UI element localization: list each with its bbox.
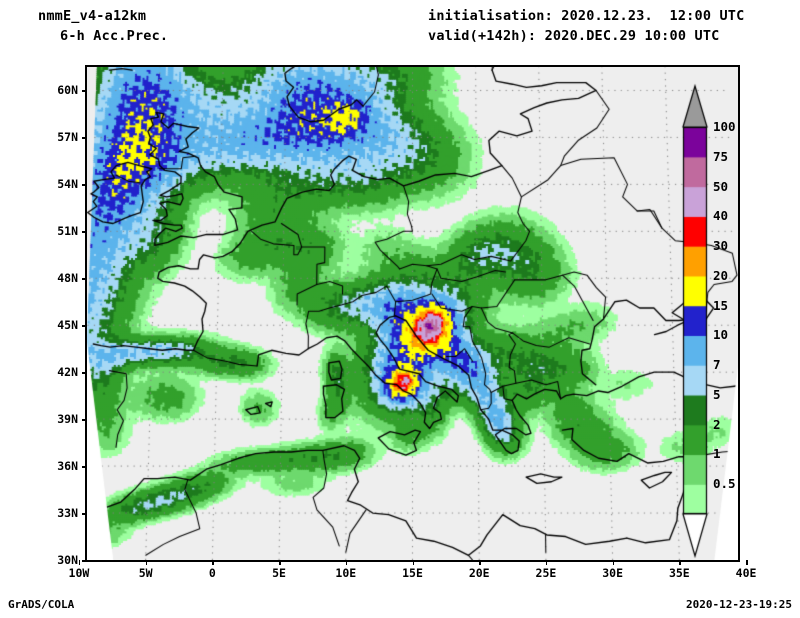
model-name: nmmE_v4-a12km — [38, 8, 147, 24]
lon-tick-label: 20E — [468, 566, 490, 580]
lat-tick — [82, 466, 87, 468]
precipitation-map — [87, 67, 738, 560]
lat-tick-label: 48N — [57, 271, 78, 286]
lon-tick — [612, 560, 615, 565]
colorbar-tick-label: 15 — [713, 297, 729, 313]
lon-tick — [479, 560, 481, 565]
lon-tick — [279, 560, 281, 565]
lon-tick-label: 10E — [335, 566, 357, 580]
colorbar-tick-label: 10 — [713, 327, 729, 343]
colorbar-tick-label: 75 — [713, 148, 729, 164]
lon-tick — [145, 560, 148, 565]
lon-tick-label: 0 — [208, 566, 216, 580]
lat-tick-label: 51N — [57, 224, 78, 239]
lon-tick-label: 25E — [535, 566, 557, 580]
lat-tick — [82, 372, 87, 374]
lat-tick — [82, 137, 87, 139]
colorbar-tick-label: 0.5 — [713, 476, 736, 492]
lat-tick-label: 39N — [57, 412, 78, 427]
lon-tick-label: 40E — [735, 566, 757, 580]
lon-tick — [746, 560, 748, 565]
colorbar-tick-label: 40 — [713, 208, 729, 224]
colorbar-tick-label: 1 — [713, 446, 721, 462]
lon-tick-label: 30E — [602, 566, 624, 580]
lat-tick — [82, 231, 87, 233]
lon-tick — [412, 560, 414, 565]
credit-label: GrADS/COLA — [8, 598, 75, 611]
colorbar-tick-label: 7 — [713, 357, 721, 373]
lon-tick — [345, 560, 348, 565]
lat-tick — [82, 560, 87, 562]
colorbar-tick-label: 20 — [713, 267, 729, 283]
lat-tick-label: 45N — [57, 318, 78, 333]
initialisation-time: initialisation: 2020.12.23. 12:00 UTC — [428, 8, 745, 24]
colorbar-swatches — [680, 72, 740, 572]
lon-tick-label: 15E — [402, 566, 423, 580]
lat-tick-label: 42N — [57, 365, 78, 380]
lat-tick — [82, 278, 87, 280]
colorbar-tick-label: 2 — [713, 416, 721, 432]
render-timestamp: 2020-12-23-19:25 — [686, 598, 792, 611]
lat-tick-label: 60N — [57, 83, 78, 98]
map-plot-area — [85, 65, 740, 562]
lon-tick-label: 10W — [68, 566, 90, 580]
lon-tick — [212, 560, 214, 565]
colorbar-tick-label: 5 — [713, 386, 721, 402]
colorbar-tick-label: 30 — [713, 238, 729, 254]
lat-tick — [82, 90, 87, 92]
lon-tick-label: 5E — [272, 566, 286, 580]
lat-tick-label: 36N — [57, 459, 78, 474]
lon-tick — [78, 560, 81, 565]
lon-tick-label: 5W — [138, 566, 153, 580]
lat-tick — [82, 419, 87, 421]
field-name: 6-h Acc.Prec. — [60, 28, 169, 44]
lat-tick-label: 57N — [57, 130, 78, 145]
lat-tick-label: 30N — [57, 553, 78, 567]
colorbar-tick-label: 100 — [713, 119, 736, 134]
lat-tick — [82, 325, 87, 327]
valid-time: valid(+142h): 2020.DEC.29 10:00 UTC — [428, 28, 720, 44]
lat-tick — [82, 184, 87, 186]
lat-tick-label: 33N — [57, 506, 78, 521]
colorbar-tick-label: 50 — [713, 178, 729, 194]
lat-tick — [82, 513, 87, 515]
lon-tick — [545, 560, 548, 565]
lat-tick-label: 54N — [57, 177, 78, 192]
